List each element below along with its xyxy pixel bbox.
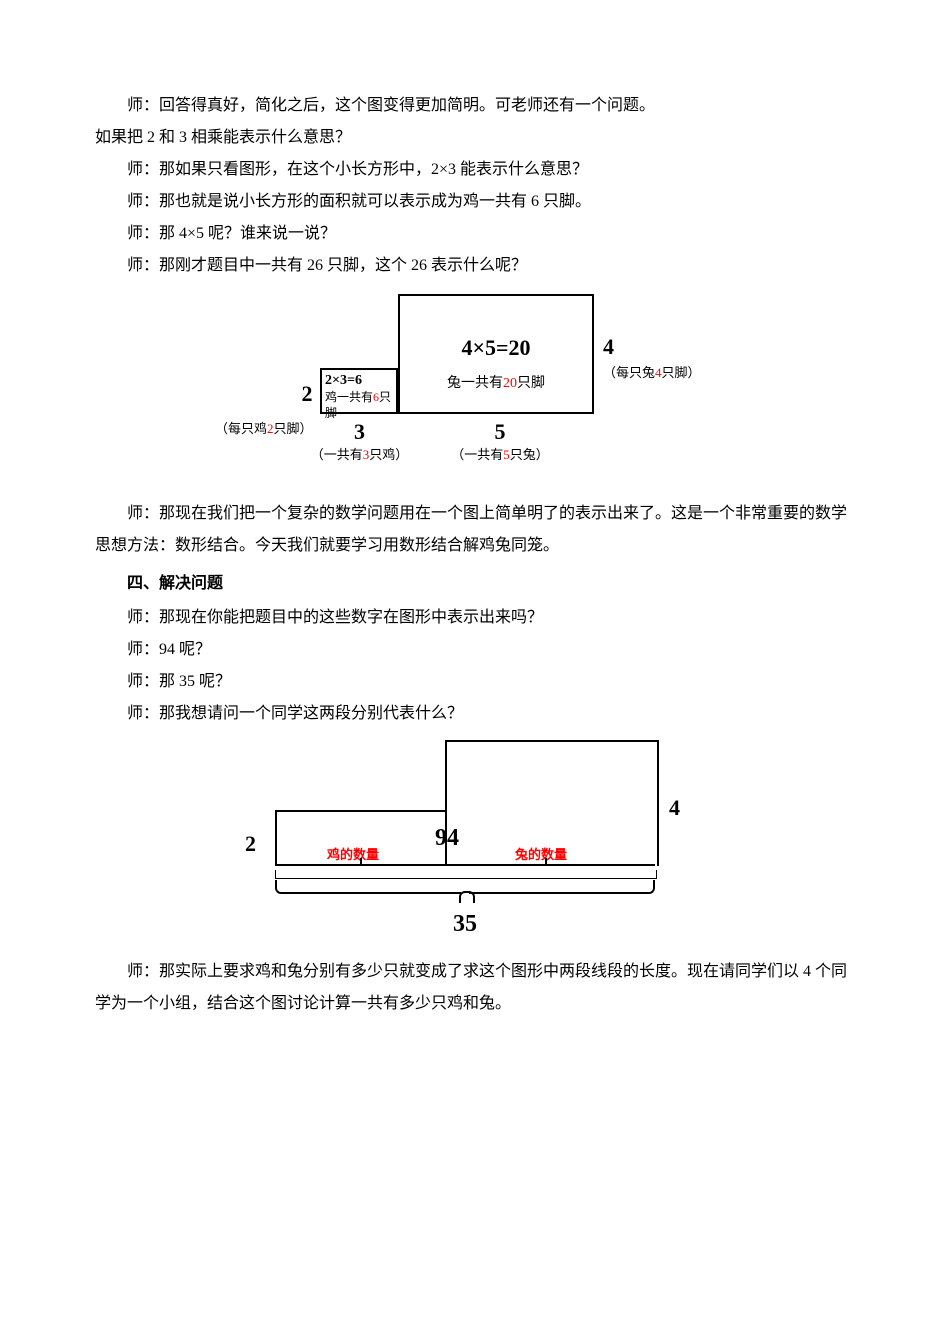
d2-brace-left: [275, 880, 461, 894]
para: 师：那也就是说小长方形的面积就可以表示成为鸡一共有 6 只脚。: [95, 186, 855, 218]
text: 师：那现在你能把题目中的这些数字在图形中表示出来吗？: [127, 609, 543, 626]
para: 师：那我想请问一个同学这两段分别代表什么？: [95, 698, 855, 730]
d2-brace-right: [469, 880, 655, 894]
text: 师：那实际上要求鸡和兔分别有多少只就变成了求这个图形中两段线段的长度。现在请同学…: [95, 963, 847, 1012]
d1-bot1-caption: （一共有3只鸡）: [307, 447, 412, 464]
t: 只脚: [517, 376, 545, 391]
diagram-2-canvas: 2 4 94 鸡的数量 兔的数量 35: [215, 740, 735, 940]
para: 师：那 35 呢？: [95, 666, 855, 698]
d1-bot2-caption: （一共有5只兔）: [435, 447, 565, 464]
d2-rabbit-label: 兔的数量: [515, 842, 567, 868]
d1-small-rect: 2×3=6 鸡一共有6只脚: [320, 368, 398, 414]
para: 师：94 呢？: [95, 634, 855, 666]
para: 师：那如果只看图形，在这个小长方形中，2×3 能表示什么意思？: [95, 154, 855, 186]
diagram-1: 2 （每只鸡2只脚） 2×3=6 鸡一共有6只脚 4×5=20 兔一共有20只脚…: [95, 294, 855, 484]
diagram-1-canvas: 2 （每只鸡2只脚） 2×3=6 鸡一共有6只脚 4×5=20 兔一共有20只脚…: [215, 294, 735, 484]
para: 师：那实际上要求鸡和兔分别有多少只就变成了求这个图形中两段线段的长度。现在请同学…: [95, 956, 855, 1020]
t: 只鸡）: [369, 447, 408, 462]
para: 师：那刚才题目中一共有 26 只脚，这个 26 表示什么呢？: [95, 250, 855, 282]
t: （一共有: [311, 447, 363, 462]
d2-tick: [360, 858, 362, 866]
para: 如果把 2 和 3 相乘能表示什么意思？: [95, 122, 855, 154]
d2-left-label: 2: [245, 822, 256, 866]
t: （每只兔: [603, 365, 655, 380]
para: 师：那现在你能把题目中的这些数字在图形中表示出来吗？: [95, 602, 855, 634]
d1-right-label: 4 （每只兔4只脚）: [603, 330, 701, 383]
d1-bot2-number: 5: [435, 418, 565, 447]
d2-brace: [275, 880, 655, 898]
text: 师：那 4×5 呢？谁来说一说？: [127, 225, 336, 242]
t: 鸡一共有: [325, 390, 373, 404]
d1-bottom-2: 5 （一共有5只兔）: [435, 418, 565, 463]
text: 师：那刚才题目中一共有 26 只脚，这个 26 表示什么呢？: [127, 257, 527, 274]
d1-left-label: 2 （每只鸡2只脚）: [215, 372, 313, 442]
text: 四、解决问题: [127, 575, 223, 592]
d1-bottom-1: 3 （一共有3只鸡）: [307, 418, 412, 463]
para: 师：那现在我们把一个复杂的数学问题用在一个图上简单明了的表示出来了。这是一个非常…: [95, 498, 855, 562]
text: 如果把 2 和 3 相乘能表示什么意思？: [95, 129, 351, 146]
text: 师：那 35 呢？: [127, 673, 231, 690]
d1-right-caption: （每只兔4只脚）: [603, 363, 701, 383]
page: 师：回答得真好，简化之后，这个图变得更加简明。可老师还有一个问题。 如果把 2 …: [0, 0, 950, 1080]
text: 师：94 呢？: [127, 641, 211, 658]
d1-small-exp: 2×3=6: [325, 372, 393, 390]
text: 师：回答得真好，简化之后，这个图变得更加简明。可老师还有一个问题。: [127, 97, 655, 114]
d1-left-number: 2: [215, 372, 313, 416]
t: 只脚）: [662, 365, 701, 380]
text: 师：那我想请问一个同学这两段分别代表什么？: [127, 705, 463, 722]
text: 师：那现在我们把一个复杂的数学问题用在一个图上简单明了的表示出来了。这是一个非常…: [95, 505, 847, 554]
para: 师：回答得真好，简化之后，这个图变得更加简明。可老师还有一个问题。: [95, 90, 855, 122]
section-heading: 四、解决问题: [95, 568, 855, 600]
d1-bot1-number: 3: [307, 418, 412, 447]
d1-big-exp: 4×5=20: [400, 326, 592, 370]
t: 只兔）: [510, 447, 549, 462]
text: 师：那如果只看图形，在这个小长方形中，2×3 能表示什么意思？: [127, 161, 588, 178]
t: 20: [503, 376, 517, 391]
d1-big-rect: 4×5=20 兔一共有20只脚: [398, 294, 594, 414]
para: 师：那 4×5 呢？谁来说一说？: [95, 218, 855, 250]
d2-strip: [275, 870, 657, 879]
d1-big-label: 兔一共有20只脚: [400, 370, 592, 398]
d2-area-label: 94: [435, 814, 459, 862]
diagram-2: 2 4 94 鸡的数量 兔的数量 35: [95, 740, 855, 940]
t: （一共有: [451, 447, 503, 462]
d1-small-label: 鸡一共有6只脚: [325, 390, 393, 421]
t: （每只鸡: [215, 421, 267, 436]
d2-right-label: 4: [669, 786, 680, 830]
d2-total-label: 35: [453, 900, 477, 948]
d1-right-number: 4: [603, 330, 701, 363]
d1-left-caption: （每只鸡2只脚）: [215, 416, 313, 442]
d2-tick: [545, 858, 547, 866]
t: 兔一共有: [447, 376, 503, 391]
d2-chicken-label: 鸡的数量: [327, 842, 379, 868]
text: 师：那也就是说小长方形的面积就可以表示成为鸡一共有 6 只脚。: [127, 193, 591, 210]
